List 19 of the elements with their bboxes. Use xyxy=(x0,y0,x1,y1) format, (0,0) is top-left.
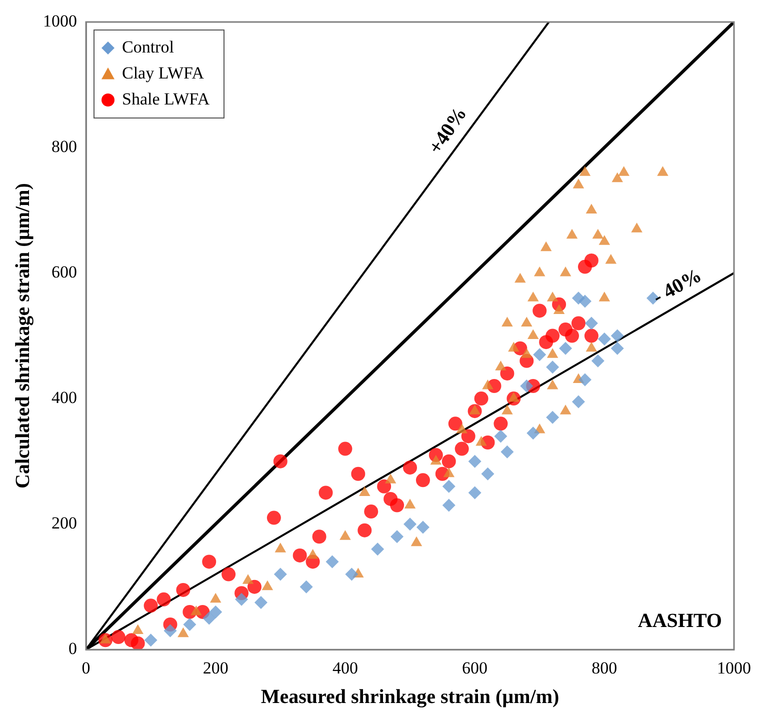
y-tick-label: 200 xyxy=(52,514,77,533)
legend-label: Control xyxy=(122,37,174,56)
y-tick-label: 0 xyxy=(68,639,77,658)
legend-label: Shale LWFA xyxy=(122,89,210,108)
y-tick-label: 400 xyxy=(52,388,77,408)
x-tick-label: 400 xyxy=(332,658,358,678)
y-tick-label: 800 xyxy=(52,136,77,156)
annotation: AASHTO xyxy=(638,610,722,632)
x-tick-label: 1000 xyxy=(717,658,751,678)
x-tick-label: 200 xyxy=(202,658,228,678)
y-tick-label: 1000 xyxy=(43,11,77,30)
y-tick-label: 600 xyxy=(52,262,77,282)
x-axis-title: Measured shrinkage strain (µm/m) xyxy=(260,686,560,708)
x-tick-label: 800 xyxy=(592,658,618,678)
x-tick-label: 600 xyxy=(462,658,488,678)
x-tick-label: 0 xyxy=(82,658,90,678)
legend-label: Clay LWFA xyxy=(122,63,205,82)
annotation: - 40% xyxy=(649,264,706,309)
y-axis-title: Calculated shrinkage strain (µm/m) xyxy=(12,183,34,489)
